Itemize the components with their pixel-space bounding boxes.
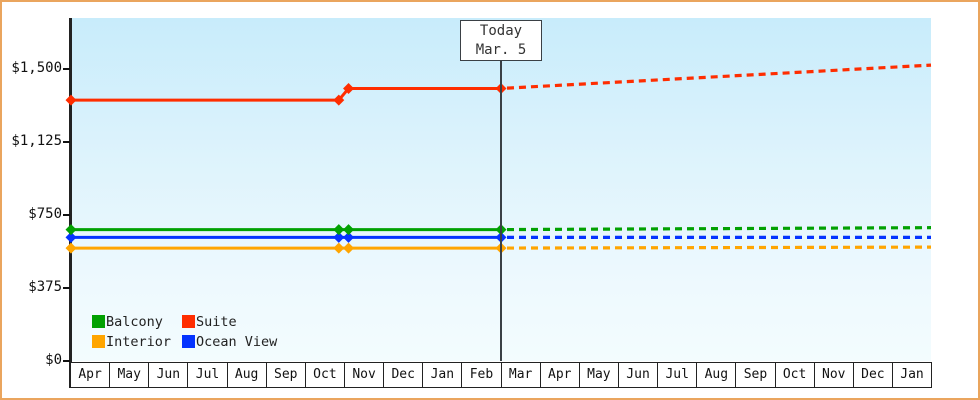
legend-label: Balcony [106, 313, 163, 330]
month-label-mar: Mar [502, 363, 541, 387]
month-label-dec: Dec [384, 363, 424, 387]
month-label-nov: Nov [345, 363, 385, 387]
month-label-nov: Nov [815, 363, 854, 387]
month-label-sep: Sep [267, 363, 306, 387]
month-label-apr: Apr [71, 363, 111, 387]
month-label-aug: Aug [697, 363, 737, 387]
y-axis-tick [63, 214, 70, 216]
month-label-jan: Jan [423, 363, 463, 387]
legend-item-balcony: Balcony [92, 312, 182, 331]
month-label-jun: Jun [619, 363, 659, 387]
today-date: Mar. 5 [475, 42, 527, 58]
month-label-oct: Oct [306, 363, 345, 387]
y-axis-label: $0 [45, 352, 62, 368]
month-label-feb: Feb [462, 363, 502, 387]
series-interior-marker [65, 242, 77, 254]
legend-label: Suite [196, 313, 237, 330]
legend-swatch-interior [92, 335, 105, 348]
month-label-jul: Jul [188, 363, 228, 387]
legend-swatch-ocean-view [182, 335, 195, 348]
series-balcony-marker [343, 224, 355, 236]
legend: Balcony Suite Interior Ocean View [92, 312, 277, 351]
series-ocean-view-marker [65, 231, 77, 243]
y-axis-tick [63, 287, 70, 289]
month-label-jan: Jan [893, 363, 933, 387]
series-suite-marker [333, 94, 345, 106]
series-ocean-view-marker [333, 231, 345, 243]
series-suite-history-line [71, 86, 501, 102]
y-axis [69, 18, 72, 388]
legend-item-interior: Interior [92, 332, 182, 351]
y-axis-label: $1,500 [11, 60, 62, 76]
month-label-dec: Dec [854, 363, 893, 387]
month-label-oct: Oct [776, 363, 815, 387]
series-balcony-forecast-line [500, 226, 932, 232]
y-axis-label: $750 [28, 206, 62, 222]
y-axis-label: $375 [28, 279, 62, 295]
series-suite-forecast-line [500, 63, 932, 91]
x-axis-month-band: Apr May Jun Jul Aug Sep Oct Nov Dec Jan Feb Mar Apr M… [71, 362, 933, 388]
today-label-box: Today Mar. 5 [460, 20, 542, 61]
y-axis-label: $1,125 [11, 133, 62, 149]
today-line [500, 61, 502, 361]
month-label-apr: Apr [541, 363, 580, 387]
month-label-jun: Jun [149, 363, 189, 387]
month-label-may: May [580, 363, 619, 387]
legend-swatch-balcony [92, 315, 105, 328]
y-axis-tick [63, 360, 70, 362]
series-interior-marker [343, 242, 355, 254]
legend-item-ocean-view: Ocean View [182, 332, 277, 351]
series-suite-marker [65, 94, 77, 106]
legend-item-suite: Suite [182, 312, 277, 331]
y-axis-tick [63, 68, 70, 70]
legend-label: Ocean View [196, 333, 278, 350]
legend-label: Interior [106, 333, 172, 350]
month-label-jul: Jul [658, 363, 698, 387]
series-suite-marker [343, 82, 355, 94]
series-interior-forecast-line [500, 245, 932, 250]
legend-swatch-suite [182, 315, 195, 328]
month-label-may: May [110, 363, 150, 387]
month-label-sep: Sep [736, 363, 776, 387]
today-title: Today [479, 23, 523, 39]
series-interior-marker [333, 242, 345, 254]
month-label-aug: Aug [228, 363, 267, 387]
series-balcony-marker [65, 224, 77, 236]
series-ocean-view-marker [343, 231, 355, 243]
y-axis-tick [63, 141, 70, 143]
series-balcony-marker [333, 224, 345, 236]
